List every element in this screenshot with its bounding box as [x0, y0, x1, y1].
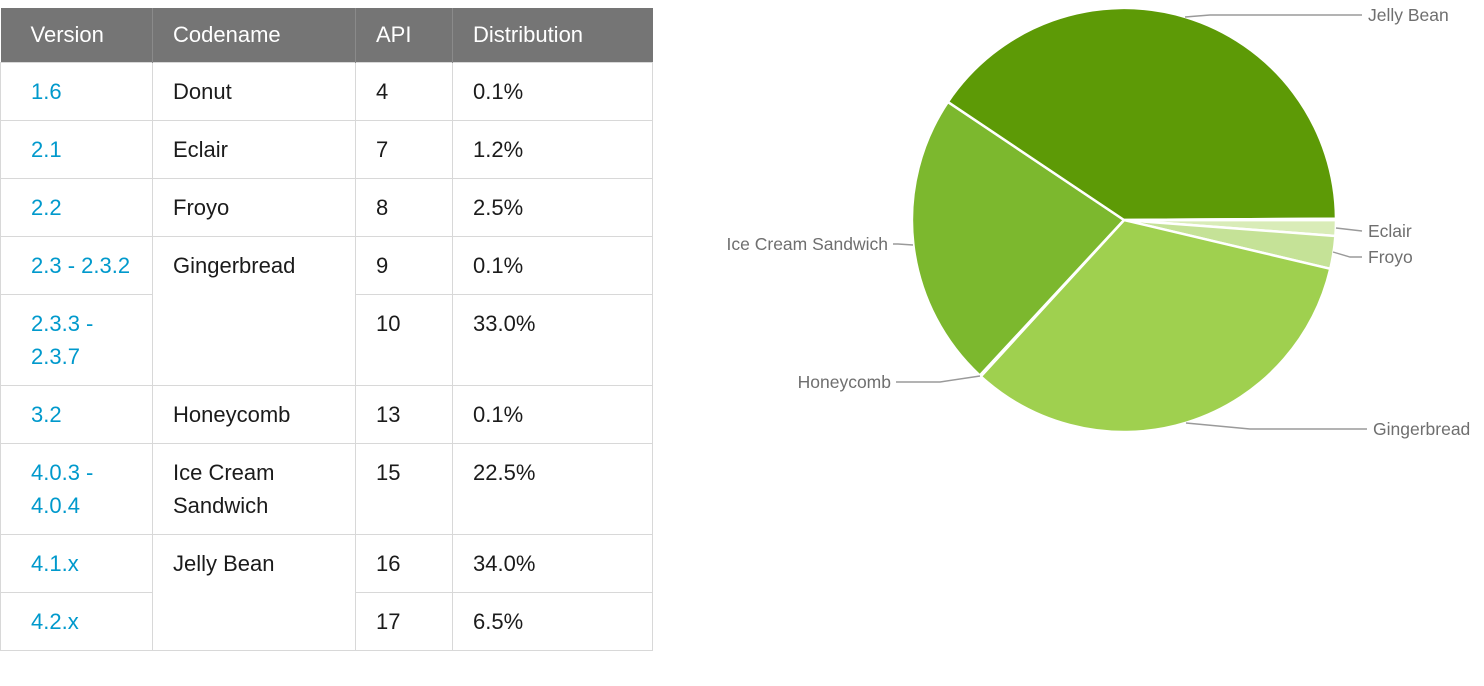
version-link[interactable]: 4.2.x [31, 609, 79, 634]
pie-label-ice-cream-sandwich: Ice Cream Sandwich [726, 234, 888, 254]
pie-chart-svg [893, 6, 1367, 434]
version-link[interactable]: 2.1 [31, 137, 62, 162]
codename-cell: Donut [152, 62, 356, 121]
pie-label-froyo: Froyo [1368, 247, 1413, 267]
table-header-row: Version Codename API Distribution [0, 8, 653, 63]
column-header-distribution: Distribution [452, 8, 653, 63]
codename-cell: Honeycomb [152, 385, 356, 444]
table-row: 2.3 - 2.3.2 Gingerbread 9 0.1% [0, 236, 653, 386]
version-link[interactable]: 4.0.3 - 4.0.4 [31, 460, 94, 518]
distribution-cell: 0.1% [452, 236, 653, 295]
table-row: 4.2.x 17 6.5% [0, 592, 653, 651]
api-cell: 7 [355, 120, 453, 179]
codename-cell: Eclair [152, 120, 356, 179]
leader-line-froyo [1332, 251, 1362, 258]
version-link[interactable]: 3.2 [31, 402, 62, 427]
api-cell: 13 [355, 385, 453, 444]
codename-cell: Gingerbread [152, 236, 356, 386]
distribution-cell: 6.5% [452, 592, 653, 651]
leader-line-honeycomb [896, 375, 981, 383]
distribution-cell: 2.5% [452, 178, 653, 237]
leader-lines [893, 14, 1367, 430]
version-link[interactable]: 2.2 [31, 195, 62, 220]
version-cell: 4.1.x [0, 534, 153, 593]
pie-slice-donut[interactable] [1122, 217, 1338, 222]
version-cell: 4.0.3 - 4.0.4 [0, 443, 153, 535]
column-header-version: Version [0, 8, 153, 63]
version-link[interactable]: 2.3 - 2.3.2 [31, 253, 131, 278]
table-row: 1.6 Donut 4 0.1% [0, 62, 653, 121]
table-row: 2.2 Froyo 8 2.5% [0, 178, 653, 237]
table-row: 4.1.x Jelly Bean 16 34.0% [0, 534, 653, 651]
versions-table-body: 1.6 Donut 4 0.1% 2.1 Eclair 7 1.2% 2.2 Froyo 8 2.5%… [0, 62, 653, 651]
table-row: 4.0.3 - 4.0.4 Ice Cream Sandwich 15 22.5% [0, 443, 653, 535]
table-row: 3.2 Honeycomb 13 0.1% [0, 385, 653, 444]
api-cell: 8 [355, 178, 453, 237]
android-versions-table: Version Codename API Distribution 1.6 Don… [0, 8, 653, 651]
pie-label-honeycomb: Honeycomb [797, 372, 891, 392]
api-cell: 9 [355, 236, 453, 295]
distribution-cell: 1.2% [452, 120, 653, 179]
table-row: 2.1 Eclair 7 1.2% [0, 120, 653, 179]
api-cell: 4 [355, 62, 453, 121]
version-link[interactable]: 1.6 [31, 79, 62, 104]
distribution-cell: 22.5% [452, 443, 653, 535]
distribution-cell: 0.1% [452, 62, 653, 121]
table-row: 2.3.3 - 2.3.7 10 33.0% [0, 294, 653, 386]
api-cell: 10 [355, 294, 453, 386]
leader-line-jelly-bean [1184, 14, 1362, 18]
column-header-api: API [355, 8, 453, 63]
pie-label-eclair: Eclair [1368, 221, 1412, 241]
distribution-pie-chart: Jelly Bean Eclair Froyo Gingerbread Hone… [664, 0, 1484, 686]
version-link[interactable]: 2.3.3 - 2.3.7 [31, 311, 94, 369]
leader-line-ice-cream-sandwich [893, 243, 914, 246]
distribution-cell: 0.1% [452, 385, 653, 444]
version-cell: 4.2.x [0, 592, 153, 651]
version-cell: 2.3 - 2.3.2 [0, 236, 153, 295]
pie-label-jelly-bean: Jelly Bean [1368, 5, 1449, 25]
pie-slices [910, 6, 1338, 434]
codename-cell: Froyo [152, 178, 356, 237]
pie-label-gingerbread: Gingerbread [1373, 419, 1471, 439]
version-cell: 2.1 [0, 120, 153, 179]
codename-cell: Jelly Bean [152, 534, 356, 651]
version-link[interactable]: 4.1.x [31, 551, 79, 576]
pie-slice-ice-cream-sandwich[interactable] [910, 100, 1126, 377]
api-cell: 16 [355, 534, 453, 593]
distribution-cell: 34.0% [452, 534, 653, 593]
version-cell: 2.2 [0, 178, 153, 237]
distribution-cell: 33.0% [452, 294, 653, 386]
codename-cell: Ice Cream Sandwich [152, 443, 356, 535]
api-cell: 15 [355, 443, 453, 535]
column-header-codename: Codename [152, 8, 356, 63]
version-cell: 3.2 [0, 385, 153, 444]
leader-line-eclair [1335, 227, 1363, 232]
leader-line-gingerbread [1185, 422, 1367, 430]
version-cell: 2.3.3 - 2.3.7 [0, 294, 153, 386]
api-cell: 17 [355, 592, 453, 651]
version-cell: 1.6 [0, 62, 153, 121]
